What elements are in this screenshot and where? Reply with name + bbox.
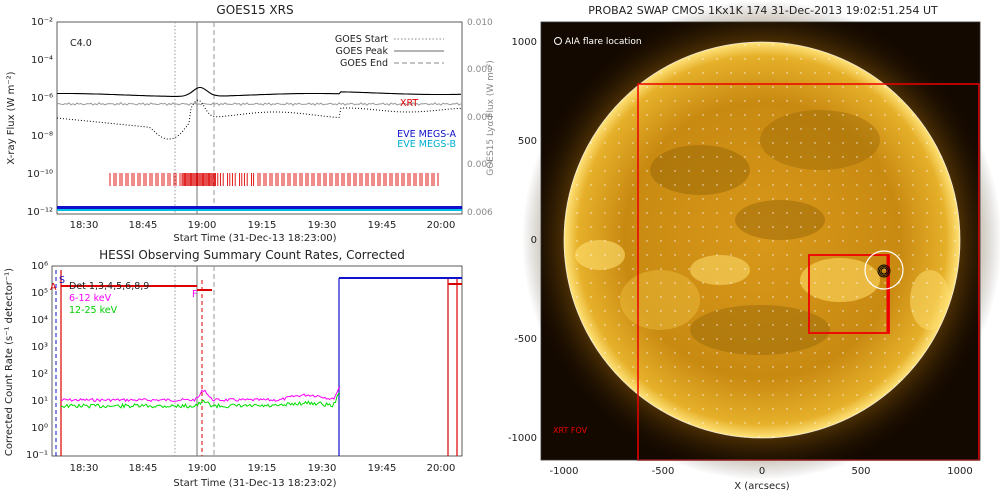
legend-goes-peak: GOES Peak	[336, 46, 389, 57]
flare-class-label: C4.0	[70, 38, 92, 49]
hessi-y-tick: 10⁰	[31, 423, 48, 434]
goes-y-label: X-ray Flux (W m⁻²)	[6, 71, 17, 164]
goes-x-tick: 19:15	[248, 220, 277, 231]
goes-y-ticks: 10⁻² 10⁻⁴ 10⁻⁶ 10⁻⁸ 10⁻¹⁰ 10⁻¹²	[27, 17, 53, 218]
swap-panel: PROBA2 SWAP CMOS 1Kx1K 174 31-Dec-2013 1…	[508, 0, 1000, 492]
hessi-x-ticks: 18:30 18:45 19:00 19:15 19:30 19:45 20:0…	[70, 463, 456, 474]
aia-legend-circle-icon	[554, 37, 562, 45]
hessi-flag-s: S	[59, 275, 65, 286]
hessi-legend-6-12: 6-12 keV	[69, 293, 112, 304]
eve-megs-b-bar	[57, 209, 462, 211]
swap-x-tick: -500	[652, 466, 675, 477]
goes-x-ticks: 18:30 18:45 19:00 19:15 19:30 19:45 20:0…	[70, 220, 456, 231]
xrt-label: XRT	[400, 98, 418, 109]
hessi-6-12-kev-line	[60, 386, 341, 403]
hessi-y-tick: 10⁶	[31, 261, 48, 272]
hessi-x-tick: 19:30	[308, 463, 337, 474]
hessi-y-tick: 10⁵	[31, 288, 48, 299]
hessi-y-tick: 10¹	[31, 396, 48, 407]
swap-y-ticks: 1000 500 0 -500 -1000	[508, 37, 537, 444]
flare-contours	[877, 264, 891, 278]
eve-megs-b-label: EVE MEGS-B	[397, 139, 456, 150]
hessi-y-tick: 10³	[31, 342, 48, 353]
hessi-panel: HESSI Observing Summary Count Rates, Cor…	[4, 248, 463, 489]
swap-x-label: X (arcsecs)	[734, 481, 790, 492]
goes-y-tick: 10⁻²	[31, 17, 53, 28]
hessi-y-label: Corrected Count Rate (s⁻¹ detector⁻¹)	[4, 268, 15, 456]
eve-megs-a-bar	[57, 206, 462, 209]
goes-x-tick: 20:00	[427, 220, 456, 231]
hessi-plot-frame	[51, 265, 463, 457]
swap-y-tick: 0	[531, 235, 537, 246]
goes-y-label-right: GOES15 Lyα Flux (W m⁻²)	[486, 60, 496, 176]
swap-y-tick: -500	[514, 334, 537, 345]
goes-y-ticks-right: 0.010 0.009 0.008 0.007 0.006	[467, 18, 493, 218]
goes-panel: GOES15 XRS 10⁻² 10⁻⁴ 10⁻⁶ 10⁻⁸ 10⁻¹⁰ 10⁻…	[6, 3, 496, 244]
goes-x-tick: 19:45	[368, 220, 397, 231]
hessi-flag-a: A	[50, 282, 57, 293]
eve-megs-a-label: EVE MEGS-A	[397, 129, 456, 140]
hessi-y-tick: 10²	[31, 369, 48, 380]
goes-y-tick-right: 0.007	[467, 160, 493, 170]
swap-frame	[540, 21, 981, 461]
goes-x-tick: 19:00	[188, 220, 217, 231]
swap-x-ticks: -1000 -500 0 500 1000	[549, 466, 972, 477]
hessi-x-tick: 20:00	[427, 463, 456, 474]
hessi-x-label: Start Time (31-Dec-13 18:23:02)	[173, 478, 336, 489]
hessi-flag-f: F	[192, 289, 197, 300]
swap-y-tick: -1000	[508, 433, 537, 444]
goes-x-tick: 19:30	[308, 220, 337, 231]
goes-long-channel-line	[57, 86, 461, 97]
swap-x-tick: 1000	[947, 466, 972, 477]
goes-y-tick: 10⁻¹²	[27, 207, 53, 218]
hessi-x-tick: 19:45	[368, 463, 397, 474]
hessi-x-tick: 18:45	[129, 463, 158, 474]
hessi-legend-12-25: 12-25 keV	[69, 305, 118, 316]
goes-legend: GOES Start GOES Peak GOES End	[335, 34, 444, 69]
hessi-x-tick: 19:00	[188, 463, 217, 474]
swap-x-tick: -1000	[549, 466, 578, 477]
aia-legend-label: AIA flare location	[565, 37, 642, 47]
goes-y-tick-right: 0.008	[467, 113, 493, 123]
xrt-fov-label: XRT FOV	[553, 426, 588, 435]
goes-y-tick-right: 0.010	[467, 18, 493, 28]
legend-goes-end: GOES End	[340, 58, 388, 69]
legend-goes-start: GOES Start	[335, 34, 388, 45]
aia-flare-circle	[864, 250, 904, 290]
hessi-x-tick: 19:15	[248, 463, 277, 474]
goes-x-label: Start Time (31-Dec-13 18:23:00)	[173, 233, 336, 244]
swap-y-tick: 500	[518, 136, 537, 147]
goes-title: GOES15 XRS	[216, 3, 293, 17]
goes-lya-line	[56, 102, 462, 106]
hessi-12-25-kev-line	[60, 393, 341, 409]
limb-outline	[563, 41, 961, 439]
hessi-title: HESSI Observing Summary Count Rates, Cor…	[99, 248, 405, 262]
hessi-legend: Det 1,3,4,5,6,8,9 6-12 keV 12-25 keV	[69, 281, 149, 316]
goes-y-tick: 10⁻¹⁰	[27, 169, 53, 180]
goes-y-tick: 10⁻⁶	[31, 93, 53, 104]
hessi-detectors-label: Det 1,3,4,5,6,8,9	[69, 281, 149, 292]
goes-y-tick: 10⁻⁸	[31, 131, 53, 142]
hessi-x-tick: 18:30	[70, 463, 99, 474]
hessi-y-tick: 10⁴	[31, 315, 48, 326]
goes-y-tick: 10⁻⁴	[31, 55, 53, 66]
swap-x-tick: 0	[759, 466, 765, 477]
swap-x-tick: 500	[851, 466, 870, 477]
goes-x-tick: 18:45	[129, 220, 158, 231]
hessi-y-ticks: 10⁶ 10⁵ 10⁴ 10³ 10² 10¹ 10⁰ 10⁻¹	[26, 261, 48, 461]
goes-y-tick-right: 0.009	[467, 65, 493, 75]
goes-y-tick-right: 0.006	[467, 208, 493, 218]
hessi-y-tick: 10⁻¹	[26, 450, 48, 461]
solar-texture	[564, 42, 960, 438]
swap-y-tick: 1000	[512, 37, 537, 48]
xrt-coverage-ticks	[109, 173, 439, 186]
goes-x-tick: 18:30	[70, 220, 99, 231]
